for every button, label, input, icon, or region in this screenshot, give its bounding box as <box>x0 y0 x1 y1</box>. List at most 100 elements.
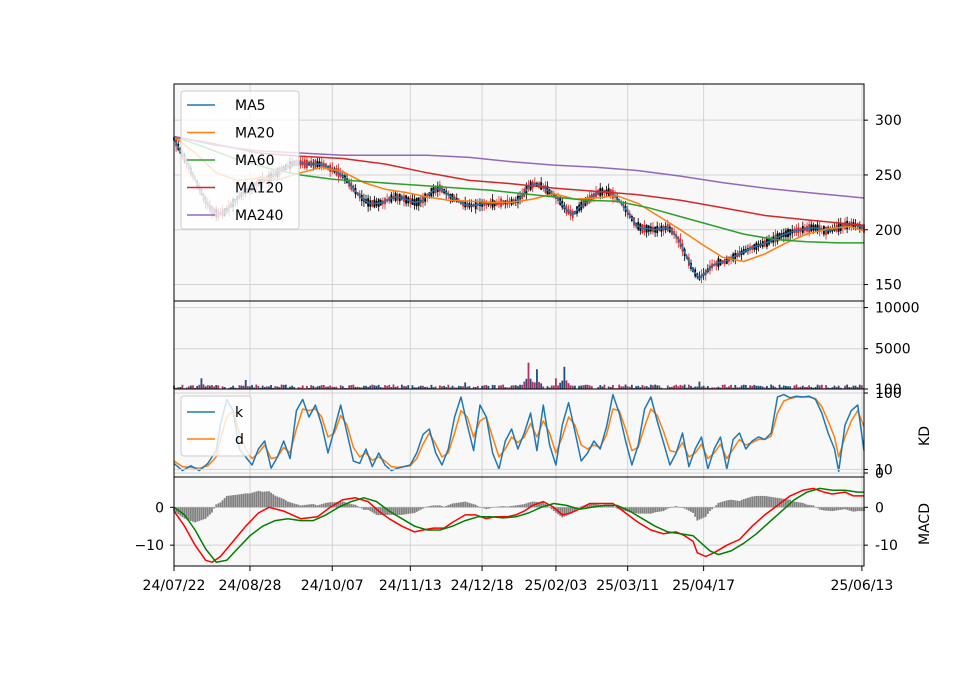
macd-histogram-bar <box>407 507 410 514</box>
legend-label-ma20: MA20 <box>235 126 274 142</box>
macd-histogram-bar <box>801 502 804 508</box>
volume-bar <box>770 384 773 389</box>
volume-bar <box>749 385 751 389</box>
macd-histogram-bar <box>485 507 488 510</box>
macd-histogram-bar <box>175 507 178 513</box>
volume-bar <box>557 385 559 389</box>
macd-histogram-bar <box>479 506 481 508</box>
macd-histogram-bar <box>702 507 705 518</box>
macd-histogram-bar <box>825 507 827 511</box>
volume-bar <box>818 385 821 389</box>
volume-bar <box>223 386 226 389</box>
volume-bar <box>635 386 638 389</box>
macd-histogram-bar <box>550 507 553 510</box>
macd-histogram-bar <box>552 507 555 512</box>
macd-histogram-bar <box>219 502 222 508</box>
volume-bar <box>238 385 241 389</box>
macd-right-tick-label: 0 <box>875 500 884 516</box>
volume-bar <box>536 369 538 389</box>
volume-bar <box>833 385 836 389</box>
macd-histogram-bar <box>823 507 825 511</box>
volume-bar <box>740 385 743 389</box>
volume-bar <box>679 384 682 389</box>
macd-histogram-bar <box>244 493 247 508</box>
volume-bar <box>628 386 631 389</box>
macd-histogram-bar <box>649 507 652 514</box>
volume-bar <box>677 386 680 389</box>
macd-histogram-bar <box>462 501 464 508</box>
macd-histogram-bar <box>719 502 722 508</box>
volume-bar <box>763 387 766 389</box>
macd-histogram-bar <box>274 495 277 508</box>
volume-bar <box>521 384 524 389</box>
volume-bar <box>405 386 408 389</box>
macd-histogram-bar <box>249 493 251 508</box>
volume-bar <box>386 385 389 389</box>
macd-histogram-bar <box>394 507 397 515</box>
volume-bar <box>797 387 800 389</box>
macd-histogram-bar <box>713 507 716 508</box>
volume-bar <box>310 385 313 389</box>
volume-bar <box>487 386 490 389</box>
volume-bar <box>196 385 199 389</box>
volume-bar <box>373 385 376 389</box>
macd-histogram-bar <box>774 497 777 508</box>
macd-histogram-bar <box>611 505 614 508</box>
x-tick-label: 25/04/17 <box>672 578 735 594</box>
volume-bar <box>455 387 458 389</box>
macd-histogram-bar <box>633 507 635 513</box>
volume-bar <box>772 385 775 389</box>
macd-histogram-bar <box>257 490 260 508</box>
volume-bar <box>601 386 604 389</box>
volume-bar <box>375 385 378 389</box>
volume-bar <box>730 384 732 389</box>
volume-bar <box>812 387 815 389</box>
volume-bar <box>510 385 513 389</box>
volume-bar <box>417 386 420 389</box>
volume-bar <box>578 385 581 389</box>
volume-bar <box>844 385 846 389</box>
legend-label-ma120: MA120 <box>235 181 283 197</box>
macd-histogram-bar <box>215 504 218 508</box>
volume-bar <box>221 386 224 389</box>
volume-bar <box>766 385 768 389</box>
volume-bar <box>407 385 410 389</box>
volume-bar <box>504 387 507 389</box>
volume-bar <box>527 362 530 389</box>
macd-histogram-bar <box>512 505 515 508</box>
macd-histogram-bar <box>837 507 840 511</box>
volume-bar <box>350 385 353 389</box>
legend-label-ma240: MA240 <box>235 208 283 224</box>
macd-histogram-bar <box>603 505 606 508</box>
volume-bar <box>531 381 534 389</box>
volume-bar <box>462 386 464 389</box>
macd-histogram-bar <box>687 507 690 511</box>
macd-histogram-bar <box>392 507 395 515</box>
volume-bar <box>588 385 591 389</box>
chart-panels: 150200250300MA5MA20MA60MA120MA2401005000… <box>134 83 933 567</box>
macd-histogram-bar <box>470 503 473 508</box>
macd-histogram-bar <box>548 507 551 508</box>
macd-histogram-bar <box>441 506 443 508</box>
macd-histogram-bar <box>240 494 243 508</box>
volume-bar <box>318 385 321 389</box>
macd-histogram-bar <box>489 507 492 509</box>
volume-bar <box>782 385 785 389</box>
macd-histogram-bar <box>595 504 597 508</box>
macd-histogram-bar <box>413 507 416 513</box>
macd-histogram-bar <box>422 507 424 509</box>
volume-bar <box>365 385 367 389</box>
macd-histogram-bar <box>711 507 713 510</box>
macd-histogram-bar <box>766 496 768 508</box>
volume-bar <box>736 387 739 389</box>
macd-histogram-bar <box>628 507 631 513</box>
macd-histogram-bar <box>852 507 855 512</box>
macd-histogram-bar <box>341 501 344 508</box>
volume-bar <box>584 384 587 389</box>
volume-bar <box>618 384 621 389</box>
KD-panel-background <box>174 389 864 477</box>
macd-histogram-bar <box>468 502 471 508</box>
x-tick-label: 24/10/07 <box>301 578 364 594</box>
macd-histogram-bar <box>799 502 802 508</box>
macd-histogram-bar <box>677 506 680 508</box>
